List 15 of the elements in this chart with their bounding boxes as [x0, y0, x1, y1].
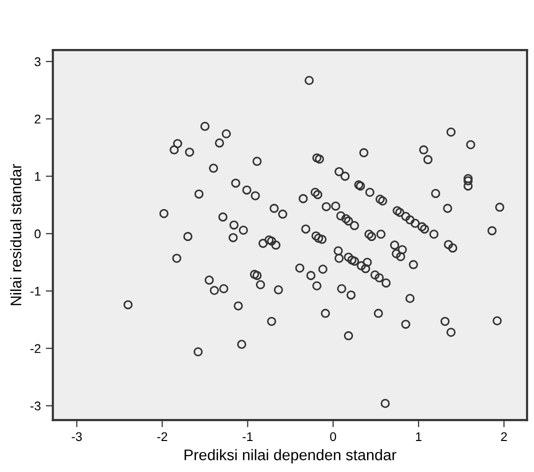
y-tick-label: -2: [30, 344, 40, 353]
x-axis-title: Prediksi nilai dependen standar: [184, 449, 396, 464]
y-tick-label: 2: [34, 114, 40, 124]
x-tick-label: -1: [242, 432, 253, 441]
y-tick-label: -3: [30, 402, 41, 410]
y-axis-title: Nilai residual standar: [10, 164, 22, 306]
x-tick-label: 1: [416, 432, 422, 441]
x-tick-label: -2: [157, 432, 168, 441]
y-tick-label: 3: [34, 57, 41, 66]
y-tick-label: -1: [30, 286, 40, 296]
y-tick-label: 1: [35, 172, 40, 181]
x-tick-label: 0: [330, 432, 336, 442]
x-tick-label: 2: [501, 432, 507, 441]
y-tick-label: 0: [34, 229, 41, 238]
x-tick-label: -3: [72, 432, 82, 442]
